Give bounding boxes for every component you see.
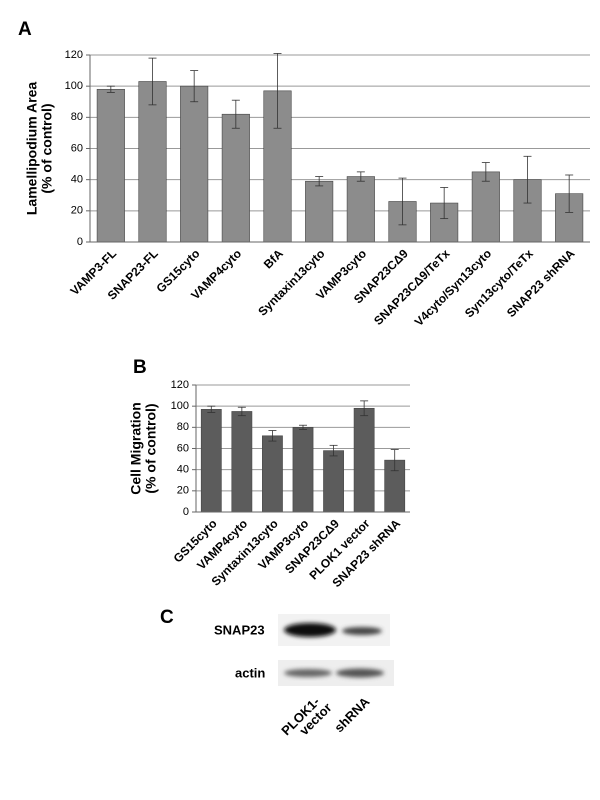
blot-band — [284, 623, 336, 637]
x-tick-label: BfA — [261, 246, 286, 271]
y-axis-label: (% of control) — [143, 403, 159, 493]
y-tick-label: 20 — [71, 205, 83, 217]
blot-image — [278, 614, 394, 686]
blot-band — [336, 668, 384, 678]
bar — [221, 113, 250, 243]
y-tick-label: 40 — [177, 464, 189, 476]
panel-label: C — [160, 607, 174, 628]
bar — [471, 171, 500, 243]
bar — [353, 407, 375, 513]
y-axis-label: Cell Migration — [128, 402, 144, 495]
y-tick-label: 80 — [177, 421, 189, 433]
bar — [200, 409, 222, 513]
y-tick-label: 0 — [183, 506, 189, 518]
bar — [138, 81, 167, 243]
x-tick-label: V4cyto/Syn13cyto — [412, 246, 495, 329]
bar — [180, 85, 209, 243]
y-tick-label: 100 — [65, 80, 83, 92]
y-tick-label: 120 — [65, 49, 83, 61]
y-tick-label: 40 — [71, 174, 83, 186]
y-tick-label: 80 — [71, 111, 83, 123]
blot-row-label: SNAP23 — [214, 622, 265, 637]
y-tick-label: 60 — [177, 442, 189, 454]
bar — [292, 427, 314, 513]
y-axis-label: Lamellipodium Area — [24, 82, 40, 216]
bar — [96, 88, 125, 243]
y-tick-label: 120 — [171, 379, 189, 391]
blot-band — [342, 627, 382, 635]
panel-label: B — [133, 357, 147, 378]
y-tick-label: 100 — [171, 400, 189, 412]
panel-label: A — [18, 19, 32, 40]
y-tick-label: 60 — [71, 142, 83, 154]
blot-row-label: actin — [235, 665, 265, 680]
x-tick-label: SNAP23CΔ9/TeTx — [371, 246, 453, 328]
y-axis-label: (% of control) — [39, 103, 55, 193]
bar — [323, 450, 344, 513]
lane-label: shRNA — [331, 694, 373, 736]
bar — [231, 411, 253, 513]
bar — [262, 435, 283, 513]
y-tick-label: 20 — [177, 485, 189, 497]
blot-band — [284, 669, 332, 677]
bar — [305, 180, 334, 243]
y-tick-label: 0 — [77, 236, 83, 248]
bar — [346, 176, 375, 243]
